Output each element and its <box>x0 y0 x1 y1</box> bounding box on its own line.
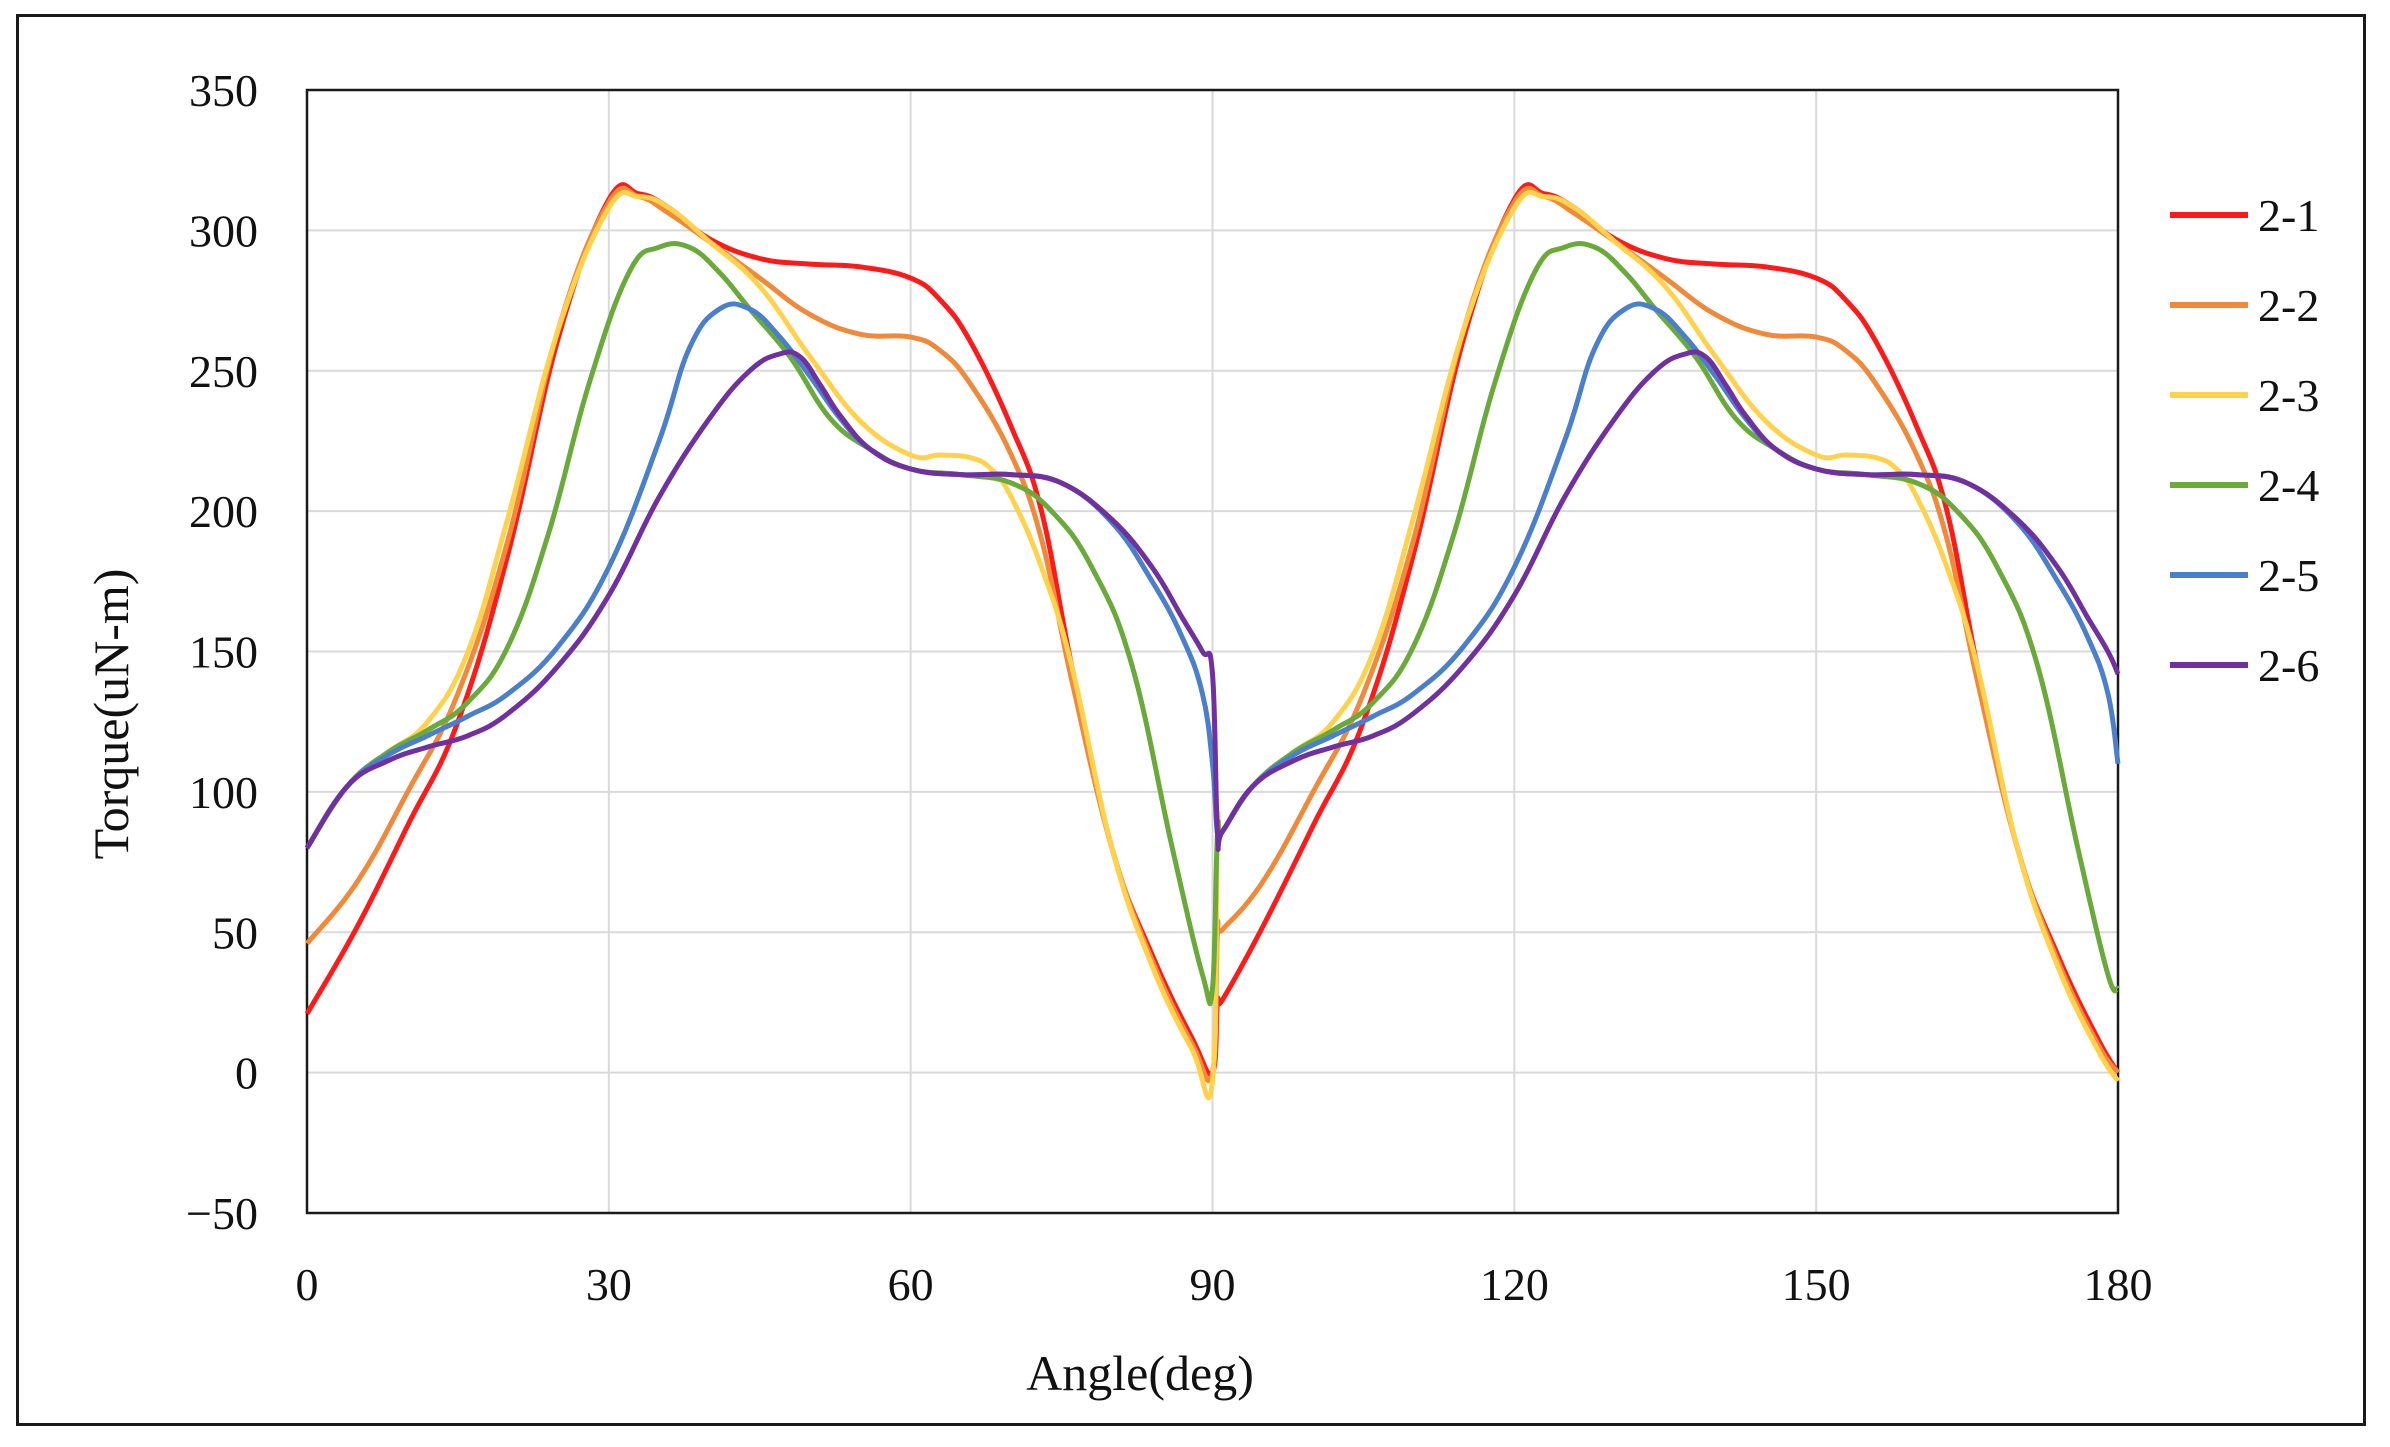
legend-item: 2-6 <box>2170 640 2319 691</box>
legend-label: 2-2 <box>2258 280 2319 331</box>
plot-area <box>305 88 2120 1215</box>
x-tick-label: 120 <box>1480 1259 1549 1310</box>
y-tick-label: 350 <box>189 65 258 116</box>
x-tick-label: 150 <box>1782 1259 1851 1310</box>
x-tick-label: 30 <box>586 1259 632 1310</box>
legend-item: 2-5 <box>2170 550 2319 601</box>
x-tick-label: 90 <box>1190 1259 1236 1310</box>
legend-label: 2-1 <box>2258 190 2319 241</box>
chart-frame <box>16 14 2366 1426</box>
x-tick-label: 60 <box>888 1259 934 1310</box>
y-tick-label: 150 <box>189 627 258 678</box>
legend: 2-1 2-2 2-3 2-4 2-5 2-6 <box>2170 190 2319 691</box>
legend-label: 2-5 <box>2258 550 2319 601</box>
legend-label: 2-4 <box>2258 460 2319 511</box>
y-tick-label: 200 <box>189 486 258 537</box>
series-layer <box>304 182 2121 1101</box>
y-axis-title: Torque(uN-m) <box>83 569 139 860</box>
legend-item: 2-1 <box>2170 190 2319 241</box>
y-tick-label: 0 <box>235 1048 258 1099</box>
legend-item: 2-4 <box>2170 460 2319 511</box>
legend-item: 2-3 <box>2170 370 2319 421</box>
x-tick-label: 0 <box>296 1259 319 1310</box>
x-axis-title: Angle(deg) <box>1026 1345 1254 1401</box>
legend-label: 2-3 <box>2258 370 2319 421</box>
y-tick-label: 50 <box>212 907 258 958</box>
legend-item: 2-2 <box>2170 280 2319 331</box>
series-line-2-6 <box>304 349 2121 852</box>
tick-labels: 0 30 60 90 120 150 180 −50 0 50 100 150 200 250 300 350 <box>186 65 2152 1310</box>
y-tick-label: −50 <box>186 1188 258 1239</box>
y-tick-label: 100 <box>189 767 258 818</box>
x-tick-label: 180 <box>2084 1259 2153 1310</box>
y-tick-label: 250 <box>189 346 258 397</box>
legend-label: 2-6 <box>2258 640 2319 691</box>
y-tick-label: 300 <box>189 205 258 256</box>
